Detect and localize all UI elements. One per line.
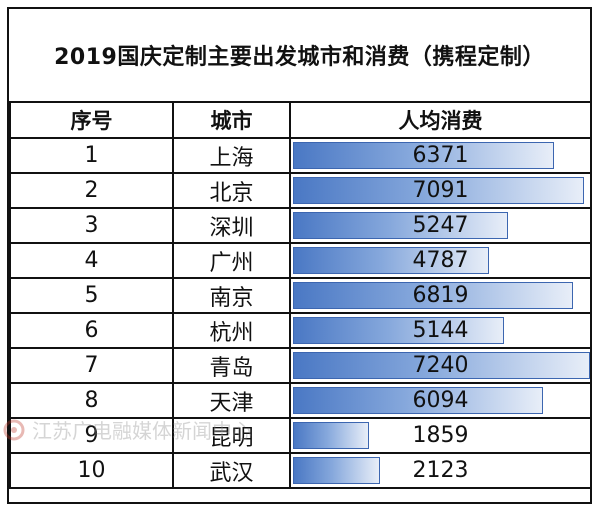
spend-bar — [293, 352, 590, 379]
table-row: 10 武汉 2123 — [9, 452, 592, 489]
row-city: 杭州 — [172, 312, 291, 349]
table-row: 3 深圳 5247 — [9, 207, 592, 244]
spend-value: 1859 — [412, 423, 469, 448]
spend-bar — [293, 142, 554, 169]
data-table: 序号 城市 人均消费 1 上海 6371 2 北京 7091 3 深圳 5247 4 广州 4787 5… — [9, 101, 592, 489]
spend-bar — [293, 247, 489, 274]
table-row: 5 南京 6819 — [9, 277, 592, 314]
row-spend-cell: 2123 — [289, 452, 592, 489]
spend-value: 5144 — [412, 318, 469, 343]
spend-value: 7240 — [412, 353, 469, 378]
row-spend-cell: 5247 — [289, 207, 592, 244]
row-index: 5 — [9, 277, 174, 314]
spend-bar — [293, 212, 508, 239]
header-spend: 人均消费 — [289, 101, 592, 139]
table-frame — [7, 7, 592, 504]
row-spend-cell: 6094 — [289, 382, 592, 419]
row-city: 南京 — [172, 277, 291, 314]
table-row: 6 杭州 5144 — [9, 312, 592, 349]
row-index: 9 — [9, 417, 174, 454]
header-row: 序号 城市 人均消费 — [9, 101, 592, 139]
spend-bar — [293, 387, 543, 414]
row-city: 天津 — [172, 382, 291, 419]
row-spend-cell: 4787 — [289, 242, 592, 279]
row-city: 上海 — [172, 137, 291, 174]
row-city: 青岛 — [172, 347, 291, 384]
row-city: 广州 — [172, 242, 291, 279]
table-row: 9 昆明 1859 — [9, 417, 592, 454]
row-spend-cell: 1859 — [289, 417, 592, 454]
table-row: 4 广州 4787 — [9, 242, 592, 279]
row-spend-cell: 6819 — [289, 277, 592, 314]
spend-value: 6819 — [412, 283, 469, 308]
row-index: 10 — [9, 452, 174, 489]
row-spend-cell: 6371 — [289, 137, 592, 174]
header-city: 城市 — [172, 101, 291, 139]
row-city: 深圳 — [172, 207, 291, 244]
chart-title: 2019国庆定制主要出发城市和消费（携程定制） — [54, 45, 545, 70]
spend-value: 6371 — [412, 143, 469, 168]
row-spend-cell: 7240 — [289, 347, 592, 384]
spend-value: 7091 — [412, 178, 469, 203]
table-row: 8 天津 6094 — [9, 382, 592, 419]
row-city: 北京 — [172, 172, 291, 209]
spend-bar — [293, 177, 584, 204]
spend-bar — [293, 282, 573, 309]
row-index: 3 — [9, 207, 174, 244]
spend-value: 4787 — [412, 248, 469, 273]
row-index: 6 — [9, 312, 174, 349]
spend-value: 2123 — [412, 458, 469, 483]
spend-bar — [293, 457, 380, 484]
row-city: 武汉 — [172, 452, 291, 489]
row-index: 7 — [9, 347, 174, 384]
table-body: 1 上海 6371 2 北京 7091 3 深圳 5247 4 广州 4787 5 南京 6819 6 杭州 51… — [9, 137, 592, 489]
row-index: 1 — [9, 137, 174, 174]
header-index: 序号 — [9, 101, 174, 139]
table-row: 7 青岛 7240 — [9, 347, 592, 384]
spend-bar — [293, 422, 369, 449]
spend-value: 5247 — [412, 213, 469, 238]
row-spend-cell: 7091 — [289, 172, 592, 209]
table-row: 1 上海 6371 — [9, 137, 592, 174]
row-index: 2 — [9, 172, 174, 209]
row-spend-cell: 5144 — [289, 312, 592, 349]
row-city: 昆明 — [172, 417, 291, 454]
row-index: 8 — [9, 382, 174, 419]
spend-bar — [293, 317, 504, 344]
table-row: 2 北京 7091 — [9, 172, 592, 209]
spend-value: 6094 — [412, 388, 469, 413]
row-index: 4 — [9, 242, 174, 279]
